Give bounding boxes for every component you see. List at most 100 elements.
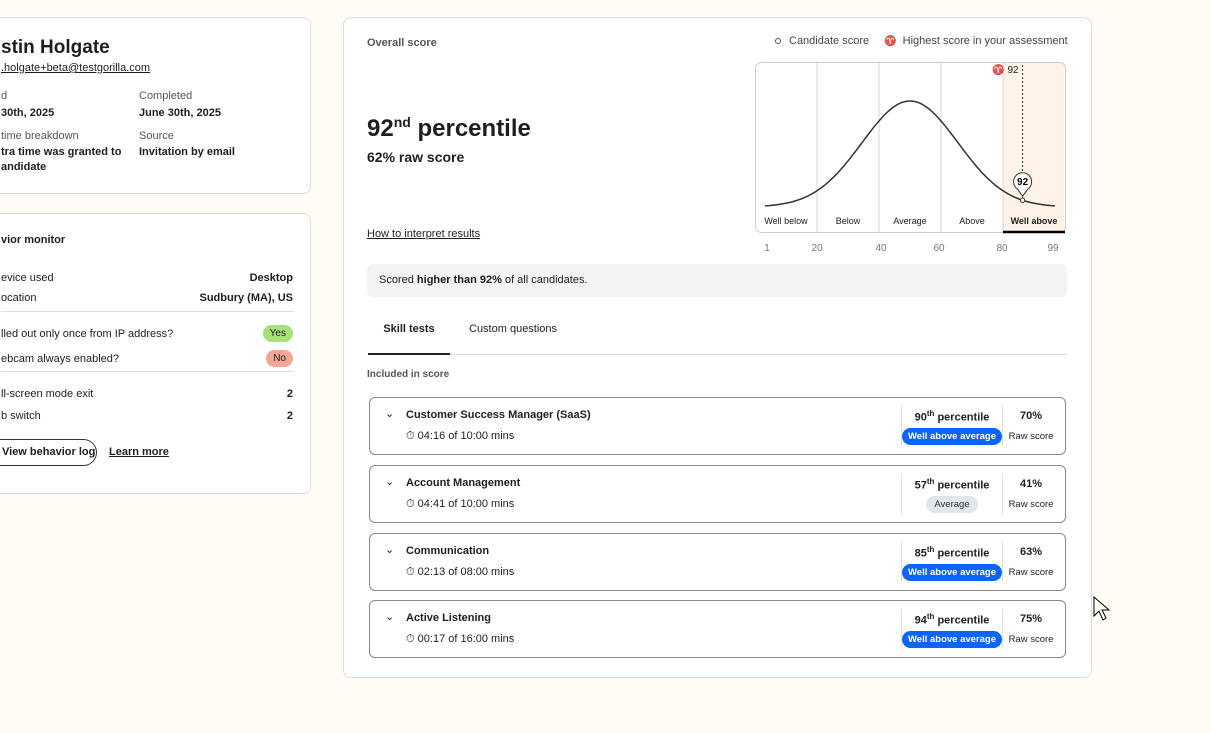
percentile-heading: 92nd percentile (367, 114, 531, 142)
highest-score-label: ♈ 92 (992, 63, 1019, 76)
level-badge: Well above average (902, 564, 1002, 581)
divider (1, 311, 294, 312)
axis-tick: 1 (764, 243, 770, 254)
level-badge: Well above average (902, 428, 1002, 445)
raw-score-value: 63% (1019, 546, 1043, 558)
behavior-label: ll-screen mode exit (1, 388, 94, 400)
percentile-chart: Well below Below Average Above Well above 1 20… (755, 62, 1066, 254)
raw-score-value: 41% (1019, 478, 1043, 490)
stopwatch-icon: ⏱ (406, 498, 415, 510)
candidate-name: stin Holgate (1, 37, 110, 58)
summary-banner: Scored higher than 92% of all candidates… (367, 264, 1067, 297)
behavior-value: Desktop (249, 272, 293, 284)
test-name: Account Management (406, 477, 521, 489)
band-label: Above (959, 216, 985, 226)
band-label: Well below (764, 216, 808, 226)
axis-tick: 40 (875, 243, 887, 254)
behavior-label: b switch (1, 410, 41, 422)
candidate-email[interactable]: .holgate+beta@testgorilla.com (1, 62, 151, 74)
candidate-point (1019, 197, 1026, 203)
stopwatch-icon: ⏱ (406, 566, 415, 578)
axis-tick: 60 (933, 243, 945, 254)
behavior-value: 2 (286, 410, 293, 422)
stopwatch-icon: ⏱ (406, 633, 415, 645)
divider (1, 371, 294, 372)
chart-frame (755, 62, 1066, 233)
highlight-band (1003, 62, 1065, 232)
trophy-icon: ♈ (884, 36, 897, 47)
test-time: ⏱ 00:17 of 16:00 mins (406, 633, 515, 645)
raw-score-label: Raw score (1008, 499, 1054, 510)
axis-tick: 20 (811, 243, 823, 254)
legend-candidate: Candidate score (789, 35, 870, 47)
behavior-value: Sudbury (MA), US (199, 292, 294, 304)
test-name: Communication (406, 545, 490, 557)
raw-score-label: Raw score (1008, 634, 1054, 645)
skill-test-row[interactable]: ⌄ Communication ⏱ 02:13 of 08:00 mins 85… (369, 533, 1066, 591)
behavior-label: ocation (1, 292, 37, 304)
field-value: June 30th, 2025 (139, 107, 221, 119)
included-label: Included in score (367, 369, 450, 380)
tabs-divider (368, 354, 1067, 355)
skill-test-row[interactable]: ⌄ Customer Success Manager (SaaS) ⏱ 04:1… (369, 397, 1066, 455)
test-time: ⏱ 02:13 of 08:00 mins (406, 566, 515, 578)
raw-score-label: Raw score (1008, 431, 1054, 442)
behavior-label: evice used (1, 272, 54, 284)
behavior-value: 2 (286, 388, 293, 400)
level-badge: Average (926, 496, 978, 513)
chevron-down-icon[interactable]: ⌄ (385, 476, 395, 488)
axis-tick: 99 (1047, 243, 1059, 254)
band-label: Average (893, 216, 926, 226)
candidate-pin (1013, 172, 1033, 198)
test-time: ⏱ 04:16 of 10:00 mins (406, 430, 515, 442)
test-percentile: 94th percentile (914, 612, 990, 627)
behavior-monitor-card: vior monitor evice used Desktop ocation Sud… (0, 213, 311, 494)
field-value: 30th, 2025 (1, 107, 55, 119)
band-label: Well above (1011, 216, 1058, 226)
skill-test-row[interactable]: ⌄ Active Listening ⏱ 00:17 of 16:00 mins… (369, 600, 1066, 658)
test-name: Customer Success Manager (SaaS) (406, 409, 591, 421)
circle-icon (775, 38, 781, 44)
behavior-label: lled out only once from IP address? (1, 328, 174, 340)
status-badge: Yes (262, 325, 293, 342)
behavior-label: ebcam always enabled? (1, 353, 120, 365)
chevron-down-icon[interactable]: ⌄ (385, 408, 395, 420)
overall-title: Overall score (367, 37, 437, 49)
stopwatch-icon: ⏱ (406, 430, 415, 442)
field-value: Invitation by email (139, 146, 235, 158)
axis-tick: 80 (996, 243, 1008, 254)
field-value: tra time was granted to (1, 146, 122, 158)
raw-score-value: 75% (1019, 613, 1043, 625)
field-label: Completed (139, 90, 193, 102)
candidate-card: stin Holgate .holgate+beta@testgorilla.c… (0, 17, 311, 194)
raw-score-value: 70% (1019, 410, 1043, 422)
skill-test-row[interactable]: ⌄ Account Management ⏱ 04:41 of 10:00 mi… (369, 465, 1066, 523)
field-label: d (1, 90, 8, 102)
behavior-title: vior monitor (1, 234, 66, 246)
raw-score-label: Raw score (1008, 567, 1054, 578)
field-label: time breakdown (1, 130, 79, 142)
test-time: ⏱ 04:41 of 10:00 mins (406, 498, 515, 510)
raw-score: 62% raw score (367, 149, 465, 165)
interpret-link[interactable]: How to interpret results (367, 228, 481, 240)
tab-skill-tests[interactable]: Skill tests (368, 323, 450, 355)
test-percentile: 90th percentile (914, 409, 990, 424)
chevron-down-icon[interactable]: ⌄ (385, 611, 395, 623)
field-value: andidate (1, 161, 47, 173)
learn-more-link[interactable]: Learn more (109, 446, 169, 458)
distribution-curve (764, 100, 1056, 207)
band-label: Below (836, 216, 861, 226)
level-badge: Well above average (902, 631, 1002, 648)
mouse-cursor-icon (1093, 596, 1111, 621)
test-percentile: 85th percentile (914, 545, 990, 560)
chevron-down-icon[interactable]: ⌄ (385, 544, 395, 556)
legend: Candidate score ♈ Highest score in your a… (775, 35, 1068, 47)
test-name: Active Listening (406, 612, 491, 624)
test-percentile: 57th percentile (914, 477, 990, 492)
field-label: Source (139, 130, 174, 142)
view-behavior-log-button[interactable]: View behavior log (0, 439, 97, 466)
legend-highest: Highest score in your assessment (902, 35, 1068, 47)
tab-custom-questions[interactable]: Custom questions (469, 323, 558, 335)
candidate-score-label: 92 (1017, 177, 1029, 188)
status-badge: No (266, 350, 293, 367)
